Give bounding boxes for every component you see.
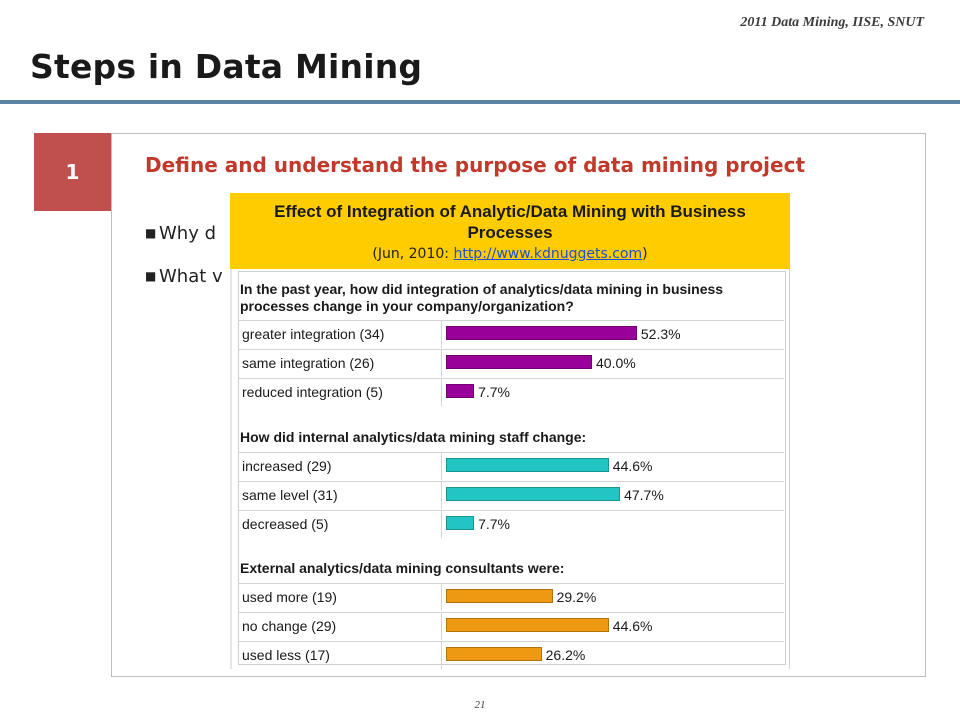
figure-title: Effect of Integration of Analytic/Data M… [274, 202, 746, 242]
row-divider [441, 379, 442, 406]
step-number-badge: 1 [34, 133, 111, 211]
chart-category-label: decreased (5) [242, 516, 329, 532]
course-header-note: 2011 Data Mining, IISE, SNUT [740, 15, 924, 30]
row-divider [441, 453, 442, 480]
bullet-text: Why d [159, 223, 217, 244]
chart-row: same level (31) 47.7% [238, 481, 784, 509]
chart-value-label: 44.6% [612, 458, 653, 474]
page-title: Steps in Data Mining [30, 47, 423, 86]
chart-category-label: no change (29) [242, 618, 337, 634]
chart-bar [446, 326, 637, 340]
survey-chart-frame [238, 271, 786, 665]
bullet-text: What v [159, 266, 223, 287]
chart-title-integration: In the past year, how did integration of… [240, 281, 724, 314]
row-divider [441, 511, 442, 538]
chart-row: reduced integration (5) 7.7% [238, 378, 784, 406]
chart-category-label: same integration (26) [242, 355, 375, 371]
source-suffix: ) [642, 246, 648, 262]
chart-category-label: reduced integration (5) [242, 384, 383, 400]
square-bullet-icon: ■ [145, 269, 157, 283]
row-divider [441, 350, 442, 377]
chart-row: used less (17) 26.2% [238, 641, 784, 669]
title-divider [0, 100, 960, 104]
chart-category-label: greater integration (34) [242, 326, 385, 342]
chart-value-label: 26.2% [545, 647, 586, 663]
chart-title-staff: How did internal analytics/data mining s… [240, 429, 587, 445]
chart-category-label: used less (17) [242, 647, 330, 663]
chart-row: same integration (26) 40.0% [238, 349, 784, 377]
chart-category-label: increased (29) [242, 458, 332, 474]
row-divider [441, 613, 442, 640]
chart-bar [446, 355, 592, 369]
figure-banner: Effect of Integration of Analytic/Data M… [230, 193, 790, 269]
chart-title-consultants: External analytics/data mining consultan… [240, 560, 565, 576]
source-prefix: (Jun, 2010: [372, 246, 454, 262]
chart-bar [446, 589, 553, 603]
chart-bar [446, 647, 542, 661]
row-divider [441, 642, 442, 669]
chart-bar [446, 516, 475, 530]
chart-row: increased (29) 44.6% [238, 452, 784, 480]
chart-bar [446, 487, 621, 501]
chart-value-label: 7.7% [478, 516, 511, 532]
kdnuggets-link[interactable]: http://www.kdnuggets.com [453, 246, 643, 262]
chart-value-label: 29.2% [556, 589, 597, 605]
chart-category-label: same level (31) [242, 487, 338, 503]
chart-bar [446, 618, 609, 632]
row-divider [441, 584, 442, 611]
chart-row: used more (19) 29.2% [238, 583, 784, 611]
chart-row: greater integration (34) 52.3% [238, 320, 784, 348]
step-heading: Define and understand the purpose of dat… [145, 153, 805, 177]
row-divider [441, 321, 442, 348]
chart-bar [446, 458, 609, 472]
chart-row: no change (29) 44.6% [238, 612, 784, 640]
square-bullet-icon: ■ [145, 226, 157, 240]
bullet-item: ■ What v [145, 266, 223, 287]
chart-bar [446, 384, 475, 398]
chart-value-label: 47.7% [624, 487, 664, 503]
chart-row: decreased (5) 7.7% [238, 510, 784, 538]
figure-source: (Jun, 2010: http://www.kdnuggets.com) [230, 246, 790, 262]
chart-category-label: used more (19) [242, 589, 337, 605]
chart-value-label: 52.3% [640, 326, 681, 342]
page-number: 21 [474, 699, 486, 711]
bullet-item: ■ Why d [145, 223, 216, 244]
row-divider [441, 482, 442, 509]
chart-value-label: 40.0% [596, 355, 636, 371]
chart-value-label: 7.7% [478, 384, 511, 400]
chart-value-label: 44.6% [612, 618, 653, 634]
